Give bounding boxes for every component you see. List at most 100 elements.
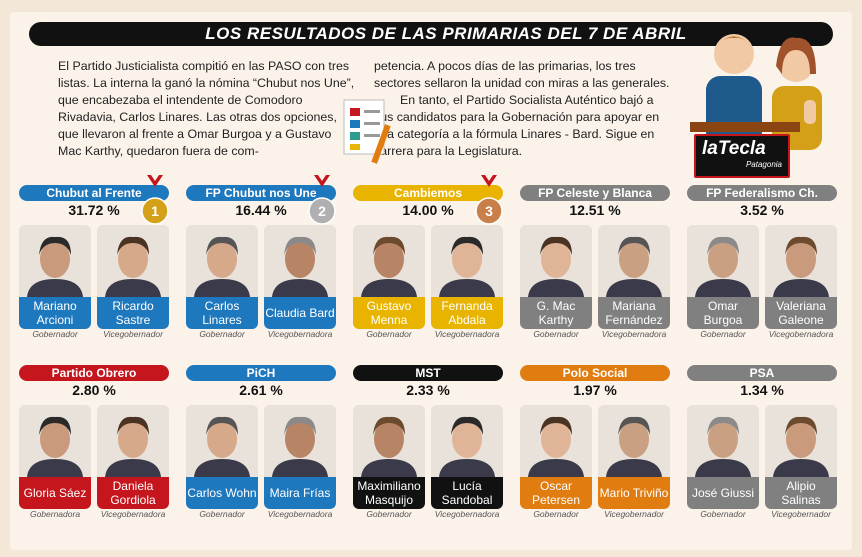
candidate-role: Gobernador <box>533 329 579 339</box>
candidate-role: Vicegobernadora <box>434 509 500 519</box>
candidate-role: Gobernador <box>700 329 746 339</box>
candidate-photo <box>264 225 336 297</box>
candidate-name: Maira Frías <box>264 477 336 509</box>
candidate: Valeriana Galeone Vicegobernadora <box>765 225 837 339</box>
candidate-name: Omar Burgoa <box>687 297 759 329</box>
party-name: FP Celeste y Blanca <box>520 185 670 201</box>
candidate-name: Alipio Salinas <box>765 477 837 509</box>
candidate-role: Vicegobernadora <box>100 509 166 519</box>
party-card: FP Chubut nos Une 16.44 % Carlos Linares… <box>186 175 336 345</box>
candidate: Carlos Linares Gobernador <box>186 225 258 339</box>
candidate-photo <box>765 405 837 477</box>
candidate-role: Vicegobernador <box>103 329 163 339</box>
medal-icon: 3 <box>475 197 503 225</box>
candidate-role: Gobernador <box>32 329 78 339</box>
candidate: Lucía Sandobal Vicegobernadora <box>431 405 503 519</box>
candidate: Omar Burgoa Gobernador <box>687 225 759 339</box>
candidate-role: Gobernador <box>700 509 746 519</box>
medal-number: 2 <box>318 203 326 219</box>
candidate-name: Daniela Gordiola <box>97 477 169 509</box>
candidate-role: Vicegobernadora <box>768 329 834 339</box>
candidate-role: Vicegobernador <box>604 509 664 519</box>
candidate-photo <box>97 225 169 297</box>
party-name: MST <box>353 365 503 381</box>
candidate: Maira Frías Vicegobernadora <box>264 405 336 519</box>
vote-percentage: 16.44 % <box>235 202 287 218</box>
party-card: FP Federalismo Ch. 3.52 % Omar Burgoa Go… <box>687 185 837 345</box>
medal-number: 1 <box>151 203 159 219</box>
candidate-role: Gobernador <box>533 509 579 519</box>
candidate-name: Fernanda Abdala <box>431 297 503 329</box>
candidate-role: Gobernador <box>199 329 245 339</box>
party-card: FP Celeste y Blanca 12.51 % G. Mac Karth… <box>520 185 670 345</box>
vote-percentage: 14.00 % <box>402 202 454 218</box>
candidate-name: José Giussi <box>687 477 759 509</box>
candidate: Alipio Salinas Vicegobernador <box>765 405 837 519</box>
candidate-name: Mariano Arcioni <box>19 297 91 329</box>
ballot-illustration <box>343 99 391 164</box>
candidate-photo <box>19 405 91 477</box>
party-name: Polo Social <box>520 365 670 381</box>
candidate-name: Carlos Linares <box>186 297 258 329</box>
candidate: Gustavo Menna Gobernador <box>353 225 425 339</box>
candidate-name: Lucía Sandobal <box>431 477 503 509</box>
vote-percentage: 3.52 % <box>740 202 784 218</box>
candidate: Claudia Bard Vicegobernadora <box>264 225 336 339</box>
ranking-arrow-icon <box>147 175 163 187</box>
vote-percentage: 1.34 % <box>740 382 784 398</box>
candidate-photo <box>264 405 336 477</box>
candidate-name: Ricardo Sastre <box>97 297 169 329</box>
candidate-name: Valeriana Galeone <box>765 297 837 329</box>
voters-illustration <box>690 34 822 150</box>
vote-percentage: 12.51 % <box>569 202 621 218</box>
candidate-role: Vicegobernadora <box>267 329 333 339</box>
candidate-name: Carlos Wohn <box>186 477 258 509</box>
candidate-role: Gobernador <box>366 329 412 339</box>
candidate: G. Mac Karthy Gobernador <box>520 225 592 339</box>
candidate: Maximiliano Masquijo Gobernador <box>353 405 425 519</box>
candidate-name: Maximiliano Masquijo <box>353 477 425 509</box>
party-card: Polo Social 1.97 % Oscar Petersen Gobern… <box>520 365 670 525</box>
party-name: PiCH <box>186 365 336 381</box>
candidate-name: Mario Triviño <box>598 477 670 509</box>
candidate-name: Gloria Sáez <box>19 477 91 509</box>
candidate-name: Mariana Fernández <box>598 297 670 329</box>
candidate-role: Vicegobernadora <box>267 509 333 519</box>
ranking-arrow-icon <box>314 175 330 187</box>
candidate-role: Vicegobernador <box>771 509 831 519</box>
vote-percentage: 2.33 % <box>406 382 450 398</box>
party-card: PSA 1.34 % José Giussi Gobernador <box>687 365 837 525</box>
medal-icon: 1 <box>141 197 169 225</box>
vote-percentage: 31.72 % <box>68 202 120 218</box>
candidate-photo <box>598 225 670 297</box>
candidate: Mario Triviño Vicegobernador <box>598 405 670 519</box>
medal-number: 3 <box>485 203 493 219</box>
candidate-photo <box>19 225 91 297</box>
party-name: FP Chubut nos Une <box>186 185 336 201</box>
party-name: Chubut al Frente <box>19 185 169 201</box>
candidate: Mariano Arcioni Gobernador <box>19 225 91 339</box>
candidate: Oscar Petersen Gobernador <box>520 405 592 519</box>
candidate-photo <box>520 225 592 297</box>
party-card: Cambiemos 14.00 % Gustavo Menna Gobernad… <box>353 175 503 345</box>
vote-percentage: 2.61 % <box>239 382 283 398</box>
candidate-photo <box>598 405 670 477</box>
candidate-photo <box>186 225 258 297</box>
candidate-role: Vicegobernadora <box>601 329 667 339</box>
party-name: Partido Obrero <box>19 365 169 381</box>
medal-icon: 2 <box>308 197 336 225</box>
candidate-photo <box>97 405 169 477</box>
candidate-photo <box>687 405 759 477</box>
candidate-name: Claudia Bard <box>264 297 336 329</box>
candidate-role: Gobernador <box>199 509 245 519</box>
party-card: Partido Obrero 2.80 % Gloria Sáez Gobern… <box>19 365 169 525</box>
intro-right: petencia. A pocos días de las primarias,… <box>374 59 670 158</box>
party-card: Chubut al Frente 31.72 % Mariano Arcioni… <box>19 175 169 345</box>
candidate-role: Gobernadora <box>29 509 81 519</box>
candidate-photo <box>353 405 425 477</box>
party-card: MST 2.33 % Maximiliano Masquijo Gobernad… <box>353 365 503 525</box>
party-name: Cambiemos <box>353 185 503 201</box>
candidate-name: G. Mac Karthy <box>520 297 592 329</box>
candidate-photo <box>186 405 258 477</box>
intro-left: El Partido Justicialista compitió en las… <box>58 59 355 158</box>
